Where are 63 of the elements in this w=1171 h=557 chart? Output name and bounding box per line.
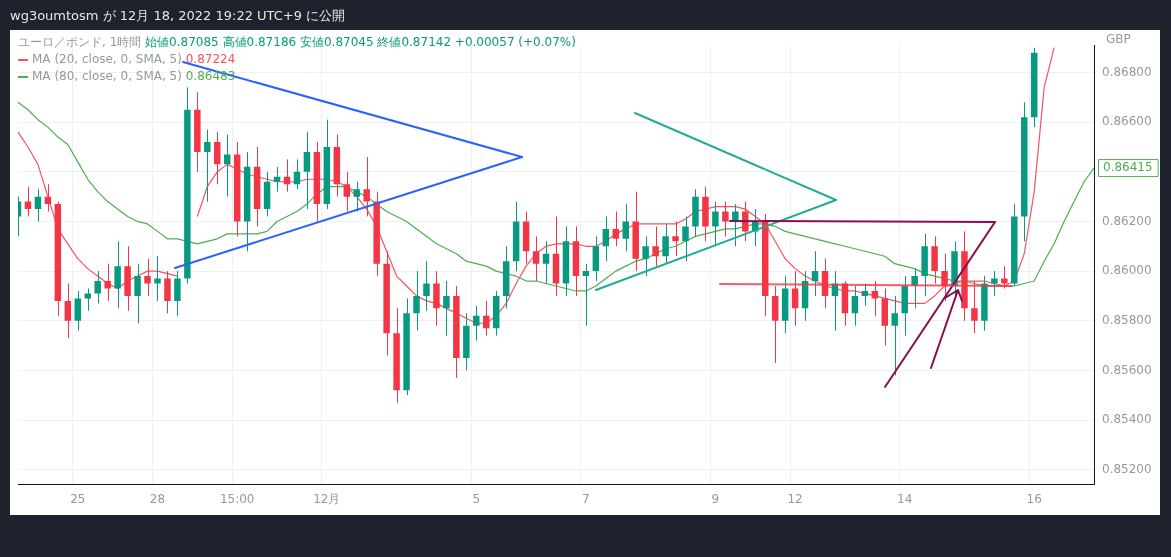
candlestick: [164, 270, 171, 314]
y-tick-label: 0.86000: [1102, 263, 1152, 278]
candlestick: [423, 260, 430, 312]
candlestick: [642, 235, 649, 277]
x-tick-label: 25: [70, 491, 86, 506]
y-tick-label: 0.86800: [1102, 64, 1152, 79]
x-tick-label: 15:00: [219, 491, 255, 506]
y-tick-label: 0.86600: [1102, 114, 1152, 129]
candlestick: [672, 220, 679, 257]
candlestick: [114, 240, 121, 309]
candlestick: [443, 280, 450, 337]
candlestick: [453, 285, 460, 379]
y-tick-label: 0.85400: [1102, 412, 1152, 427]
y-tick-label: 0.86200: [1102, 213, 1152, 228]
candlestick: [413, 270, 420, 332]
x-tick-label: 7: [582, 491, 590, 506]
candlestick: [393, 307, 400, 404]
candlestick: [652, 225, 659, 267]
candlestick: [204, 129, 211, 203]
x-tick-label: 12: [787, 491, 803, 506]
candlestick: [134, 263, 141, 324]
x-tick-label: 5: [472, 491, 481, 506]
candlestick: [363, 156, 370, 217]
y-tick-label: 0.85600: [1102, 362, 1152, 377]
candlestick: [662, 223, 669, 265]
candlestick: [991, 270, 998, 297]
x-tick-label: 28: [149, 491, 166, 506]
candlestick: [194, 91, 201, 173]
x-tick-label: 14: [897, 491, 913, 506]
candlestick: [124, 245, 131, 312]
candlestick: [682, 215, 689, 262]
x-tick-label: 12月: [313, 491, 341, 506]
chart-title: ユーロ／ポンド, 1時間: [18, 35, 142, 49]
candlestick: [632, 191, 639, 272]
chart-subtitle: 始値0.87085 高値0.87186 安値0.87045 終値0.87142 +0.00057 (+0.07%): [145, 35, 576, 49]
candlestick: [702, 186, 709, 242]
candlestick: [971, 280, 978, 334]
text: wg3oumtosm が 12月 18, 2022 19:22 UTC+9 に公開: [10, 7, 346, 25]
candlestick: [383, 250, 390, 357]
candlestick: [1011, 203, 1018, 287]
x-tick-label: 16: [1026, 491, 1042, 506]
candlestick: [403, 297, 410, 396]
candlestick: [692, 188, 699, 237]
candlestick: [931, 235, 938, 285]
annotation: 0.87224: [185, 52, 236, 66]
candlestick: [463, 312, 470, 371]
candlestick: [94, 270, 101, 304]
annotation: 0.86483: [185, 69, 236, 83]
candlestick: [901, 275, 908, 337]
x-tick-label: 9: [711, 491, 720, 506]
y-tick-label: 0.85200: [1102, 461, 1152, 476]
candlestick: [144, 258, 151, 297]
candlestick: [184, 86, 191, 285]
candlestick: [921, 233, 928, 297]
candlestick: [473, 305, 480, 342]
y-axis-title: GBP: [1106, 32, 1131, 47]
candlestick: [154, 255, 161, 302]
y-tick-label: 0.85800: [1102, 312, 1152, 327]
legend-label: MA (20, close, 0, SMA, 5): [32, 52, 182, 66]
candlestick: [1001, 265, 1008, 289]
candlestick: [174, 270, 181, 317]
text: 0.86415: [1103, 160, 1153, 175]
legend-label: MA (80, close, 0, SMA, 5): [32, 69, 182, 83]
